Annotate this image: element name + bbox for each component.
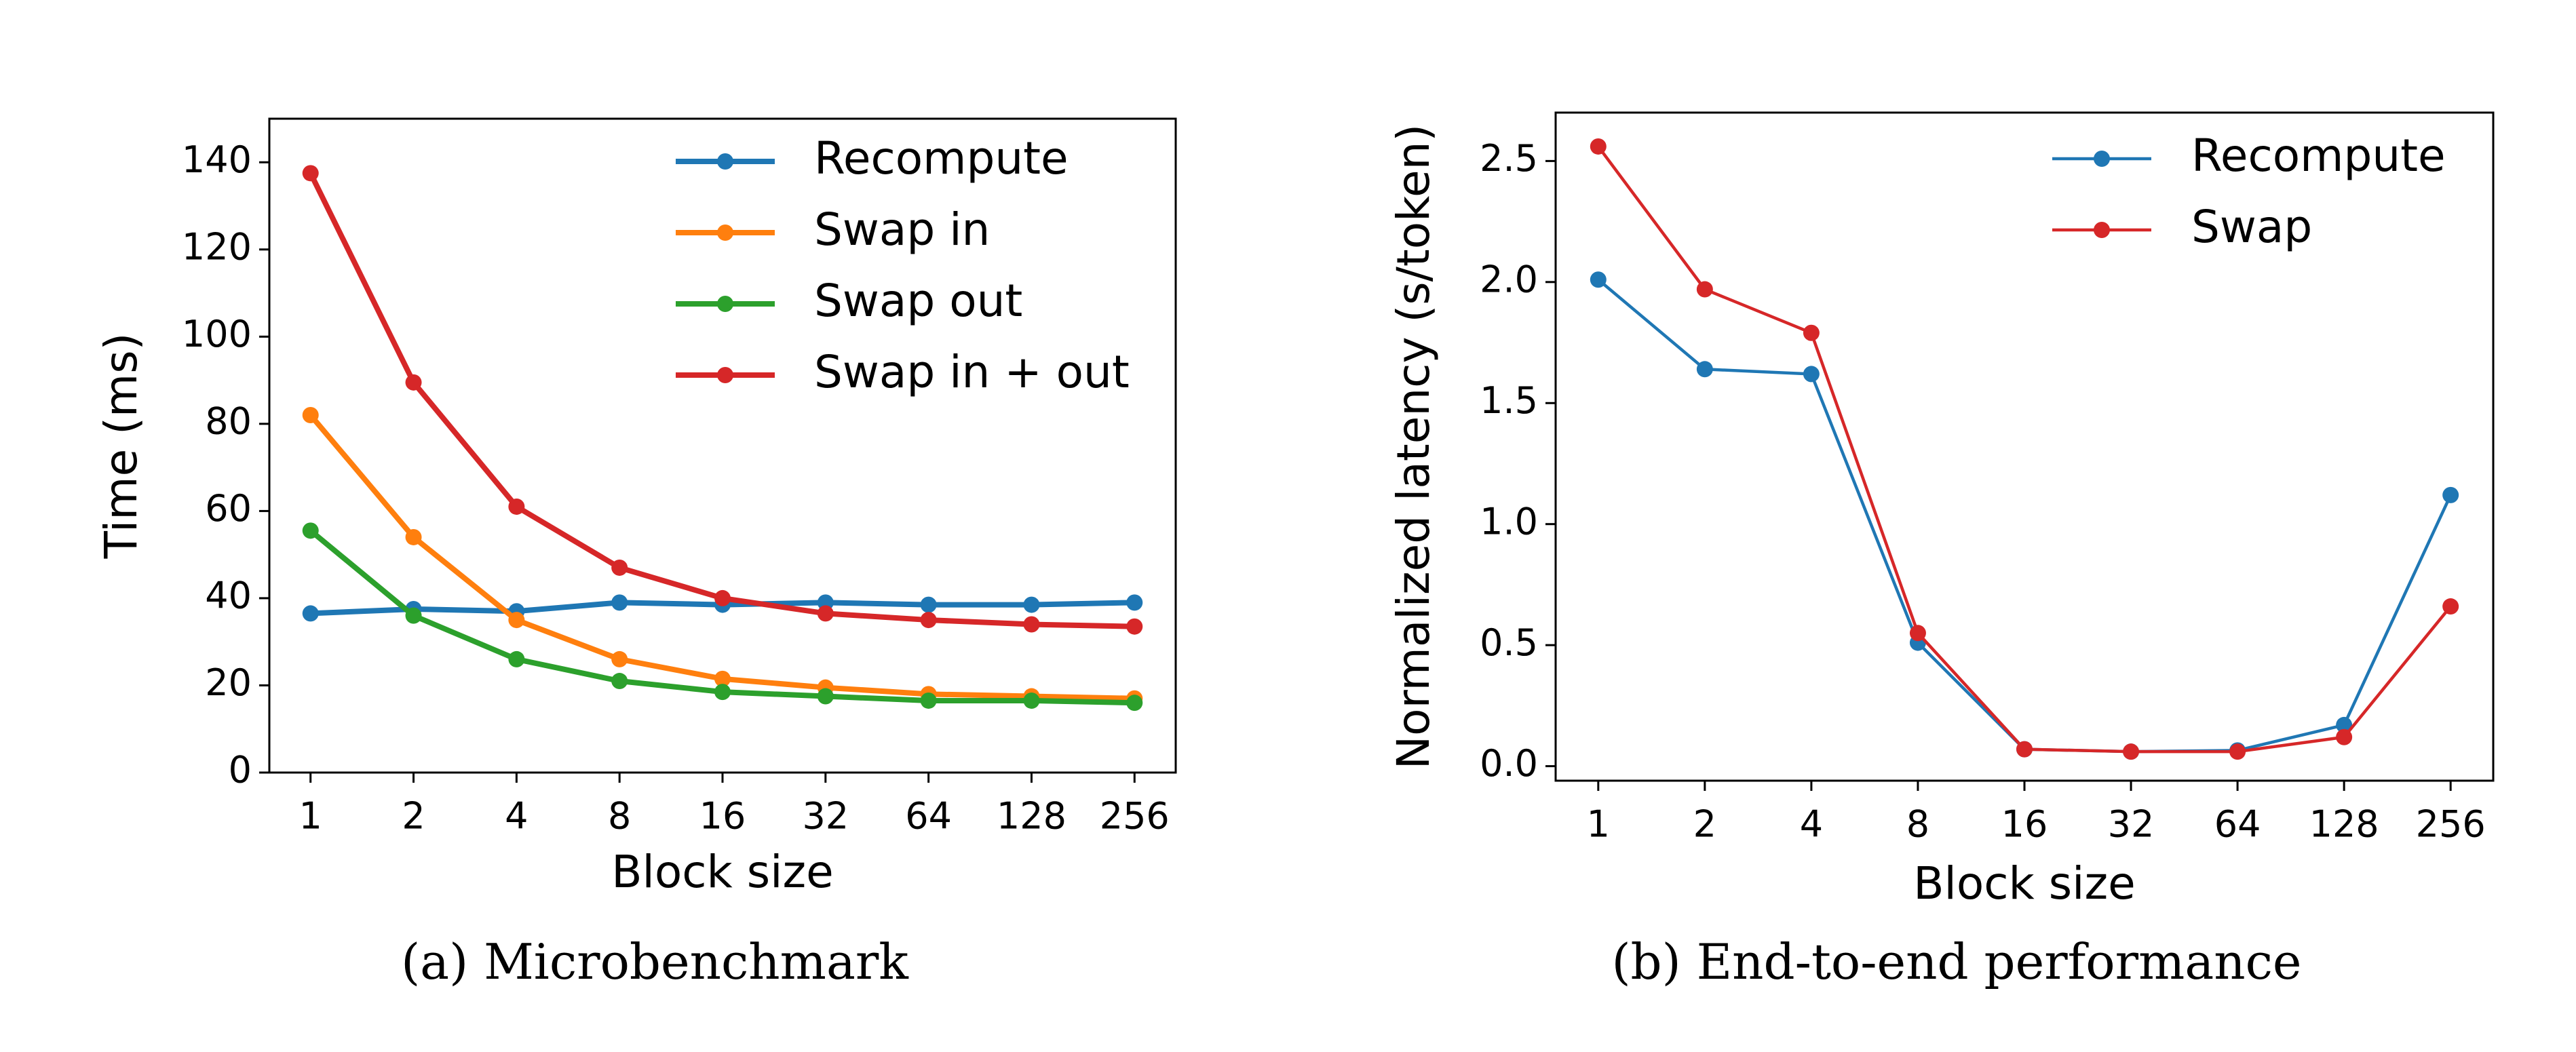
point [1023,616,1040,633]
legend-marker [2094,222,2110,238]
point [302,605,319,622]
point [1590,138,1607,155]
plot-frame [1554,111,2495,782]
point [714,670,731,687]
point [405,374,422,391]
x-tick-label: 256 [1100,795,1170,838]
point [2123,743,2140,760]
point [817,688,834,705]
series-line [1597,278,2453,754]
point [508,498,525,515]
x-tick-label: 16 [699,795,746,838]
x-tick-label: 1 [1587,803,1610,846]
point [920,596,937,613]
point [405,528,422,545]
legend-marker [717,296,733,312]
point [817,605,834,622]
legend-label: Recompute [814,132,1069,184]
legend-marker [717,225,733,241]
legend-marker [2094,151,2110,167]
point [2336,728,2353,745]
point [611,673,628,690]
y-axis-label: Time (ms) [95,333,147,560]
point [611,650,628,667]
x-tick-label: 2 [402,795,425,838]
point [1126,618,1143,635]
point [1126,695,1143,712]
y-tick-label: 40 [205,574,252,617]
point [2016,741,2033,758]
x-tick-label: 128 [997,795,1066,838]
point [302,407,319,424]
x-tick-label: 64 [905,795,952,838]
legend-marker [717,367,733,383]
x-tick-label: 4 [1800,803,1823,846]
point [508,650,525,667]
y-tick-label: 2.5 [1480,137,1538,180]
y-tick-label: 0.5 [1480,621,1538,664]
y-tick-label: 140 [182,138,252,181]
plot-frame [268,117,1177,774]
legend-label: Swap out [814,275,1022,327]
x-tick-label: 128 [2309,803,2379,846]
point [2442,598,2459,615]
y-tick-label: 1.5 [1480,379,1538,422]
point [1023,692,1040,709]
legend-label: Swap in + out [814,346,1130,398]
x-tick-label: 256 [2416,803,2486,846]
y-tick-label: 120 [182,225,252,268]
point [2442,486,2459,503]
y-tick-label: 0 [229,749,252,792]
point [405,607,422,624]
point [1590,271,1607,288]
x-axis-label: Block size [611,846,833,898]
point [1909,625,1926,642]
y-tick-label: 100 [182,313,252,355]
y-tick-label: 60 [205,487,252,530]
point [1696,361,1713,378]
x-tick-label: 64 [2214,803,2261,846]
point [508,612,525,629]
point [714,684,731,701]
y-tick-label: 1.0 [1480,500,1538,543]
point [302,165,319,182]
x-tick-label: 32 [802,795,849,838]
point [1126,594,1143,611]
caption: (b) End-to-end performance [1611,933,2301,990]
point [1803,366,1820,383]
x-tick-label: 2 [1693,803,1716,846]
legend-label: Swap [2191,201,2312,253]
point [2229,743,2246,760]
y-tick-label: 0.0 [1480,742,1538,785]
legend-label: Recompute [2191,130,2446,182]
point [2336,716,2353,733]
x-tick-label: 1 [299,795,322,838]
x-tick-label: 8 [1906,803,1929,846]
x-tick-label: 4 [505,795,528,838]
point [920,612,937,629]
series-line [1597,145,2452,754]
legend-label: Swap in [814,203,990,256]
x-tick-label: 32 [2108,803,2155,846]
legend-marker [717,153,733,170]
series-line [308,172,1135,629]
x-tick-label: 8 [608,795,631,838]
point [1023,596,1040,613]
caption: (a) Microbenchmark [401,933,909,990]
point [920,692,937,709]
y-tick-label: 20 [205,661,252,704]
point [1696,281,1713,298]
y-axis-label: Normalized latency (s/token) [1387,124,1440,769]
point [1803,324,1820,341]
point [611,594,628,611]
point [611,559,628,576]
point [714,589,731,606]
y-tick-label: 2.0 [1480,258,1538,300]
x-axis-label: Block size [1913,857,2135,910]
point [302,522,319,539]
y-tick-label: 80 [205,400,252,443]
series-line [308,413,1135,701]
x-tick-label: 16 [2001,803,2048,846]
